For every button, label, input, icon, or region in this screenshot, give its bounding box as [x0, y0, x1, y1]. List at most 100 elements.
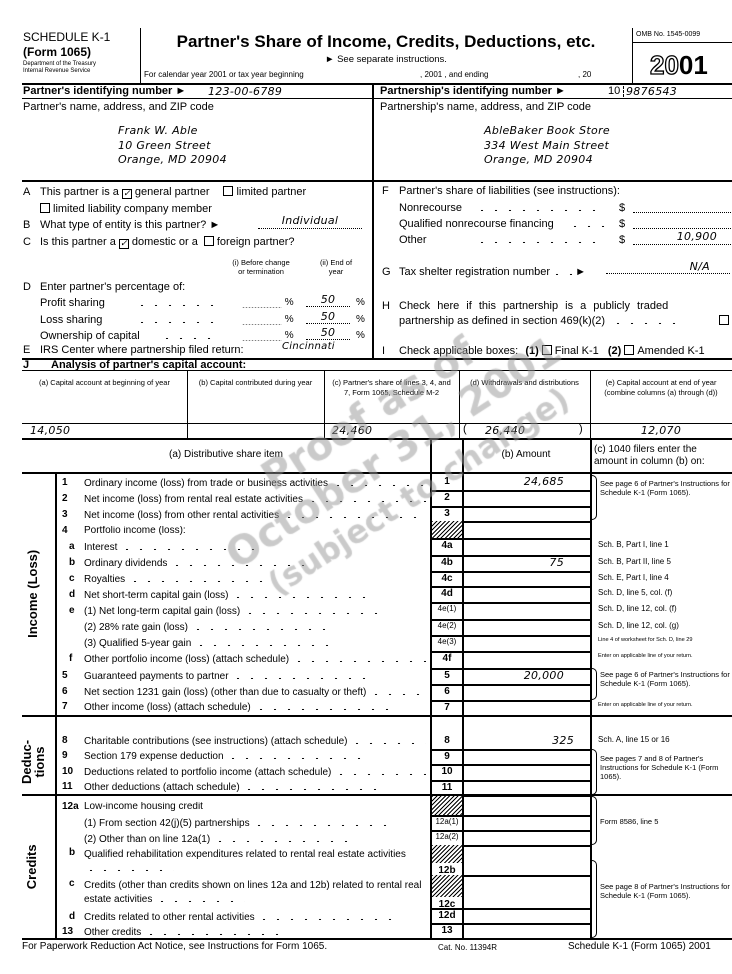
f-row: Qualified nonrecourse financing	[399, 218, 554, 230]
partnership-name[interactable]: AbleBaker Book Store	[484, 124, 610, 137]
form-number: (Form 1065)	[23, 45, 92, 59]
llc-member-checkbox[interactable]	[40, 203, 50, 213]
line-number: 6	[62, 686, 68, 697]
d-before-field[interactable]: %	[242, 315, 294, 325]
d-before-field[interactable]: %	[242, 331, 294, 341]
line-description: Other income (loss) (attach schedule)	[84, 702, 426, 713]
partnership-id-label: Partnership's identifying number ►	[380, 85, 566, 97]
line-number: 11	[62, 781, 73, 792]
col-c-note: Sch. D, line 5, col. (f)	[598, 588, 673, 597]
paren-close: )	[579, 423, 583, 435]
final-k1-checkbox[interactable]	[541, 345, 552, 355]
col-c-note: Sch. D, line 12, col. (g)	[598, 621, 679, 630]
partnership-street[interactable]: 334 West Main Street	[484, 139, 610, 152]
line-description: Charitable contributions (see instructio…	[84, 736, 426, 747]
line-code: 6	[444, 686, 450, 697]
limited-partner-checkbox[interactable]	[223, 186, 234, 196]
d-before-field[interactable]: %	[242, 298, 294, 308]
d-end-field[interactable]: 50	[306, 311, 350, 324]
col-c-note: Sch. B, Part II, line 5	[598, 557, 671, 566]
amount-field[interactable]: 24,685	[523, 475, 564, 488]
col-c-note: Enter on applicable line of your return.	[598, 702, 693, 708]
domestic-checkbox[interactable]: ✓	[118, 238, 129, 249]
tax-shelter-field[interactable]: N/A	[606, 261, 730, 274]
brace	[592, 860, 597, 938]
partnership-city[interactable]: Orange, MD 20904	[484, 153, 593, 166]
ptp-checkbox[interactable]	[719, 315, 729, 325]
liability-field[interactable]: 10,900	[633, 231, 731, 245]
partner-street[interactable]: 10 Green Street	[118, 139, 211, 152]
shaded-box	[432, 845, 462, 863]
line-description: Guaranteed payments to partner	[84, 671, 426, 682]
line-number: 10	[62, 766, 74, 777]
line-number: f	[69, 653, 73, 664]
amount-field[interactable]: 20,000	[523, 669, 564, 682]
currency: $	[619, 202, 626, 214]
tax-year-end: , 20	[578, 70, 592, 79]
partnership-id-prefix: 10	[608, 85, 621, 97]
line-number: 7	[62, 701, 68, 712]
col-c-group-note: See page 8 of Partner's Instructions for…	[600, 882, 730, 900]
dot-leader	[135, 298, 220, 309]
d-end-field[interactable]: 50	[306, 294, 350, 307]
line-description: Portfolio income (loss):	[84, 526, 186, 536]
line-code: 4f	[442, 653, 452, 664]
partnership-id-value[interactable]: 9876543	[626, 85, 678, 98]
col-end-of-year: (ii) End of year	[319, 258, 353, 276]
section-income-label: Income (Loss)	[25, 549, 41, 638]
see-instructions: ► See separate instructions.	[325, 54, 447, 65]
brace	[592, 749, 597, 795]
line-number: 5	[62, 670, 68, 681]
line-code: 1	[444, 476, 450, 487]
partner-name[interactable]: Frank W. Able	[118, 124, 198, 137]
section-e: E IRS Center where partnership filed retu…	[23, 344, 244, 356]
capital-value[interactable]: 24,460	[332, 424, 373, 437]
line-code: 10	[441, 766, 453, 777]
line-description: Interest	[84, 542, 426, 553]
currency: $	[619, 234, 626, 246]
section-h-line2: partnership as defined in section 469(k)…	[399, 316, 682, 327]
d-end-field[interactable]: 50	[306, 327, 350, 340]
footer-form-id: Schedule K-1 (Form 1065) 2001	[568, 941, 711, 952]
shaded-box	[432, 796, 462, 815]
line-number: 4	[62, 525, 68, 536]
capital-value[interactable]: 26,440	[485, 424, 526, 437]
col-a-header: (a) Distributive share item	[169, 449, 283, 460]
line-description: Royalties	[84, 574, 426, 585]
line-code: 4d	[441, 588, 453, 599]
line-description: Net short-term capital gain (loss)	[84, 590, 426, 601]
irs-center-value[interactable]: Cincinnati	[282, 341, 335, 352]
partner-id-value[interactable]: 123-00-6789	[208, 85, 283, 98]
liability-field[interactable]	[633, 215, 731, 229]
partnership-address-label: Partnership's name, address, and ZIP cod…	[380, 101, 592, 113]
capital-value[interactable]: 14,050	[30, 424, 71, 437]
amount-field[interactable]: 75	[549, 556, 564, 569]
foreign-checkbox[interactable]	[203, 236, 214, 246]
col-c-note: Sch. E, Part I, line 4	[598, 573, 669, 582]
col-c-group-note: See page 6 of Partner's Instructions for…	[600, 479, 730, 497]
col-c-note: Sch. D, line 12, col. (f)	[598, 604, 677, 613]
partner-city[interactable]: Orange, MD 20904	[118, 153, 227, 166]
line-description: Deductions related to portfolio income (…	[84, 767, 426, 778]
line-code: 11	[441, 782, 453, 793]
dot-leader	[475, 235, 605, 246]
capital-value[interactable]: 12,070	[640, 424, 682, 437]
section-c: C Is this partner a ✓ domestic or a foreign …	[23, 236, 295, 249]
line-code: 4c	[441, 573, 453, 584]
line-code: 9	[444, 751, 450, 762]
line-code: 2	[444, 492, 450, 503]
line-description: Other deductions (attach schedule)	[84, 782, 426, 793]
amended-k1-checkbox[interactable]	[624, 345, 635, 355]
line-description: Ordinary income (loss) from trade or bus…	[84, 478, 426, 489]
d-row: Loss sharing	[40, 314, 103, 326]
general-partner-checkbox[interactable]: ✓	[121, 188, 132, 199]
liability-field[interactable]	[633, 199, 731, 213]
entity-type-field[interactable]: Individual	[258, 215, 362, 229]
tax-year-mid: , 2001 , and ending	[420, 70, 489, 79]
line-number: 13	[62, 926, 74, 937]
pct-sign: %	[356, 314, 365, 325]
line-description: Net income (loss) from rental real estat…	[84, 494, 426, 505]
amount-field[interactable]: 325	[552, 734, 574, 747]
line-description: (1) Net long-term capital gain (loss)	[84, 606, 426, 617]
d-row: Profit sharing	[40, 297, 105, 309]
